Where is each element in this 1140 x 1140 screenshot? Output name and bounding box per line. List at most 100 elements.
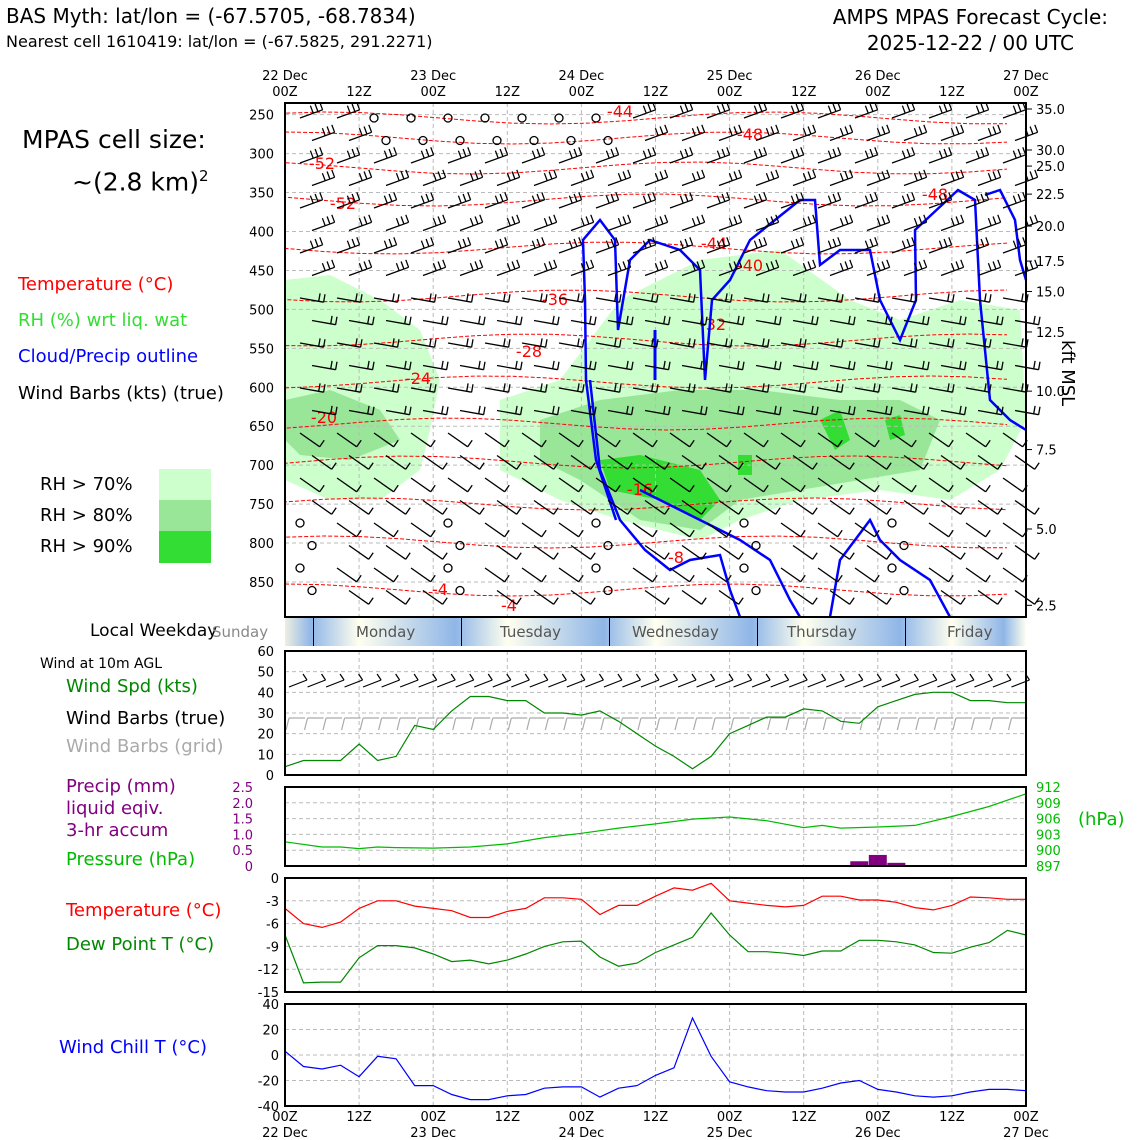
wind-barb-flag — [950, 217, 955, 226]
wind-barb-flag — [356, 192, 361, 201]
wind-barb — [496, 266, 520, 277]
wind-barb — [1014, 499, 1036, 515]
wind-barb-flag — [852, 316, 856, 325]
wind-barb-flag — [467, 484, 473, 493]
wind-barb — [792, 319, 817, 326]
wind-barb-10m — [603, 679, 623, 688]
wind-barb — [570, 319, 595, 326]
wind-barb-flag — [692, 384, 696, 393]
wind-barb-flag — [996, 315, 999, 324]
wind-barb-flag — [392, 338, 395, 347]
wind-barb-flag — [425, 238, 430, 247]
wind-barb-10m — [548, 679, 567, 688]
wind-barb-10m — [826, 679, 845, 688]
wind-barb-flag — [763, 484, 769, 493]
wind-barb — [533, 454, 555, 470]
legend-rh90: RH > 90% — [40, 536, 133, 557]
bottom-date-label: 22 Dec — [262, 1126, 308, 1140]
calm-wind-circle — [751, 585, 761, 596]
wind-barb — [903, 499, 925, 515]
wind-barb — [718, 319, 743, 326]
wind-barb-flag — [651, 293, 654, 302]
wind-barb-flag — [688, 338, 691, 347]
wind-barb-flag — [901, 240, 906, 249]
pressure-tick-label: 750 — [249, 498, 274, 513]
wind-barb — [558, 567, 580, 583]
wind-barb-flag — [552, 315, 555, 324]
wind-barb — [681, 319, 706, 326]
wind-barb-flag — [321, 217, 326, 226]
top-hour-label: 00Z — [1013, 85, 1039, 100]
wind-barb — [718, 221, 742, 232]
wind-barb-flag — [800, 192, 805, 201]
wind-barb-flag — [442, 462, 448, 470]
wind-barb — [496, 454, 518, 470]
wind-barb-flag — [726, 237, 731, 246]
wind-barb-flag — [1034, 169, 1039, 178]
wind-barb-flag — [726, 484, 732, 493]
wind-barb — [521, 199, 545, 209]
wind-barb-flag — [963, 316, 967, 325]
wind-barb-flag — [367, 315, 370, 324]
wind-barb-flag — [664, 462, 670, 470]
temperature-contour-label: -36 — [542, 290, 568, 309]
wind-barb-flag — [655, 339, 659, 348]
legend-windchill: Wind Chill T (°C) — [59, 1037, 207, 1058]
wind-barb-10m-flag — [302, 673, 308, 681]
wind-barb — [385, 364, 410, 371]
wind-barb-flag — [404, 360, 407, 369]
wind-barb-flag — [442, 507, 448, 515]
windchill-tick-label: 0 — [271, 1049, 279, 1064]
wind-barb — [632, 342, 657, 348]
wind-barb — [891, 244, 915, 254]
wind-barb-flag — [985, 529, 991, 538]
wind-barb-flag — [959, 315, 962, 324]
wind-barb — [570, 409, 595, 416]
wind-barb-flag — [519, 406, 523, 415]
wind-barb-flag — [467, 439, 473, 448]
wind-barb-flag — [1021, 338, 1024, 347]
wind-barb — [533, 176, 557, 187]
wind-barb-flag — [812, 214, 817, 223]
wind-barb-flag — [400, 216, 405, 225]
wind-barb — [928, 522, 950, 538]
wind-barb-10m-flag — [506, 673, 512, 681]
wind-barb — [632, 477, 654, 493]
bottom-hour-label: 00Z — [865, 1110, 891, 1125]
wind-barb-flag — [802, 127, 807, 136]
wind-barb — [743, 109, 767, 119]
wind-barb — [706, 199, 730, 209]
wind-barb-flag — [516, 597, 522, 605]
wind-barb — [669, 109, 693, 119]
wind-barb-flag — [874, 484, 880, 493]
wind-barb-flag — [615, 237, 620, 246]
wind-barb — [607, 499, 629, 515]
wind-barb-flag — [774, 405, 777, 414]
wind-barb-flag — [996, 405, 999, 414]
wind-barb — [780, 244, 804, 254]
top-hour-label: 00Z — [272, 85, 298, 100]
wind-barb-flag — [997, 597, 1003, 605]
wind-barb — [632, 199, 656, 209]
wind-barb-flag — [474, 171, 479, 180]
wind-barb — [484, 477, 506, 493]
wind-barb — [965, 477, 987, 493]
wind-barb-flag — [1037, 316, 1041, 325]
wind-barb-flag — [388, 148, 393, 157]
wind-barb — [706, 109, 730, 119]
wind-barb — [336, 154, 360, 164]
wind-barb-flag — [987, 127, 992, 136]
wind-barb — [336, 297, 361, 303]
wind-barb-flag — [837, 237, 842, 246]
wind-barb-flag — [1012, 195, 1017, 204]
wind-barb-flag — [837, 574, 843, 583]
wind-barb-flag — [663, 360, 666, 369]
wind-barb-flag — [943, 103, 948, 112]
wind-barb — [854, 432, 876, 448]
wind-barb-flag — [923, 507, 929, 515]
wind-barb-flag — [985, 237, 990, 246]
calm-wind-circle — [369, 113, 379, 123]
wind-barb-flag — [985, 439, 991, 448]
wind-barb-flag — [430, 192, 435, 201]
wind-barb-flag — [618, 294, 622, 303]
